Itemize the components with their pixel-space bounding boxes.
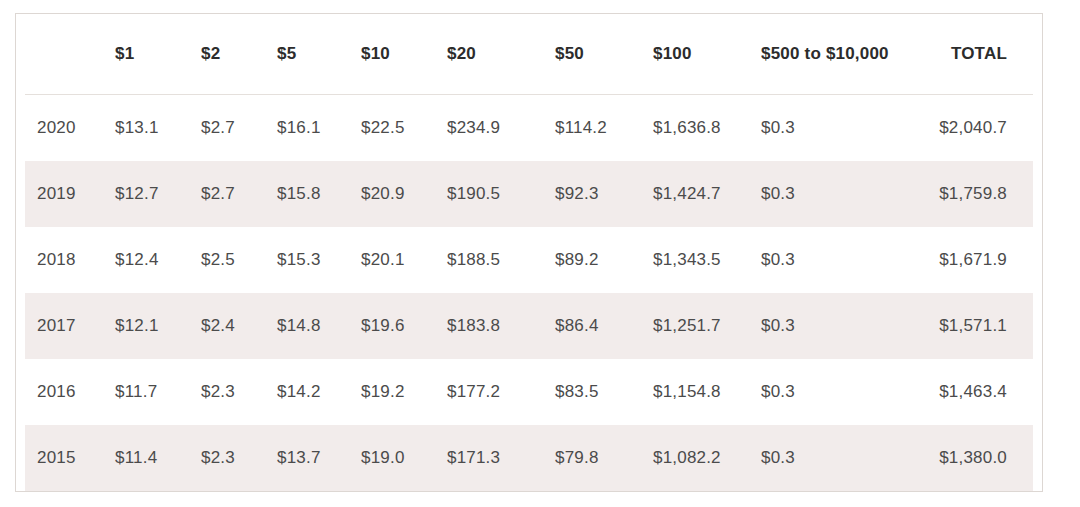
value-cell: $0.3 bbox=[749, 425, 917, 491]
value-cell: $2.4 bbox=[189, 293, 265, 359]
value-cell: $20.9 bbox=[349, 161, 435, 227]
value-cell: $16.1 bbox=[265, 95, 349, 162]
value-cell: $1,154.8 bbox=[641, 359, 749, 425]
table-row: 2016$11.7$2.3$14.2$19.2$177.2$83.5$1,154… bbox=[25, 359, 1033, 425]
total-cell: $1,463.4 bbox=[917, 359, 1033, 425]
value-cell: $0.3 bbox=[749, 95, 917, 162]
table-header: $1$2$5$10$20$50$100$500 to $10,000TOTAL bbox=[25, 14, 1033, 95]
value-cell: $19.6 bbox=[349, 293, 435, 359]
denomination-column-header: $50 bbox=[543, 14, 641, 95]
year-cell: 2018 bbox=[25, 227, 103, 293]
total-column-header: TOTAL bbox=[917, 14, 1033, 95]
value-cell: $19.2 bbox=[349, 359, 435, 425]
value-cell: $1,343.5 bbox=[641, 227, 749, 293]
value-cell: $183.8 bbox=[435, 293, 543, 359]
year-cell: 2019 bbox=[25, 161, 103, 227]
denomination-column-header: $20 bbox=[435, 14, 543, 95]
value-cell: $14.2 bbox=[265, 359, 349, 425]
table-row: 2020$13.1$2.7$16.1$22.5$234.9$114.2$1,63… bbox=[25, 95, 1033, 162]
value-cell: $2.7 bbox=[189, 95, 265, 162]
value-cell: $12.7 bbox=[103, 161, 189, 227]
value-cell: $15.8 bbox=[265, 161, 349, 227]
year-cell: 2020 bbox=[25, 95, 103, 162]
table-row: 2017$12.1$2.4$14.8$19.6$183.8$86.4$1,251… bbox=[25, 293, 1033, 359]
denomination-column-header: $100 bbox=[641, 14, 749, 95]
value-cell: $1,424.7 bbox=[641, 161, 749, 227]
denomination-table-card: $1$2$5$10$20$50$100$500 to $10,000TOTAL … bbox=[15, 13, 1043, 492]
value-cell: $89.2 bbox=[543, 227, 641, 293]
value-cell: $20.1 bbox=[349, 227, 435, 293]
denomination-column-header: $500 to $10,000 bbox=[749, 14, 917, 95]
value-cell: $2.7 bbox=[189, 161, 265, 227]
value-cell: $13.1 bbox=[103, 95, 189, 162]
value-cell: $11.7 bbox=[103, 359, 189, 425]
value-cell: $2.3 bbox=[189, 359, 265, 425]
year-cell: 2016 bbox=[25, 359, 103, 425]
year-column-header bbox=[25, 14, 103, 95]
value-cell: $0.3 bbox=[749, 161, 917, 227]
value-cell: $0.3 bbox=[749, 293, 917, 359]
value-cell: $2.3 bbox=[189, 425, 265, 491]
value-cell: $14.8 bbox=[265, 293, 349, 359]
value-cell: $22.5 bbox=[349, 95, 435, 162]
value-cell: $171.3 bbox=[435, 425, 543, 491]
table-row: 2019$12.7$2.7$15.8$20.9$190.5$92.3$1,424… bbox=[25, 161, 1033, 227]
value-cell: $114.2 bbox=[543, 95, 641, 162]
value-cell: $13.7 bbox=[265, 425, 349, 491]
year-cell: 2017 bbox=[25, 293, 103, 359]
value-cell: $92.3 bbox=[543, 161, 641, 227]
value-cell: $1,636.8 bbox=[641, 95, 749, 162]
denomination-column-header: $10 bbox=[349, 14, 435, 95]
value-cell: $190.5 bbox=[435, 161, 543, 227]
value-cell: $12.1 bbox=[103, 293, 189, 359]
denomination-column-header: $2 bbox=[189, 14, 265, 95]
value-cell: $177.2 bbox=[435, 359, 543, 425]
value-cell: $12.4 bbox=[103, 227, 189, 293]
currency-by-denomination-table: $1$2$5$10$20$50$100$500 to $10,000TOTAL … bbox=[25, 14, 1033, 491]
value-cell: $0.3 bbox=[749, 359, 917, 425]
table-row: 2015$11.4$2.3$13.7$19.0$171.3$79.8$1,082… bbox=[25, 425, 1033, 491]
total-cell: $1,571.1 bbox=[917, 293, 1033, 359]
value-cell: $2.5 bbox=[189, 227, 265, 293]
total-cell: $2,040.7 bbox=[917, 95, 1033, 162]
value-cell: $19.0 bbox=[349, 425, 435, 491]
total-cell: $1,759.8 bbox=[917, 161, 1033, 227]
year-cell: 2015 bbox=[25, 425, 103, 491]
value-cell: $11.4 bbox=[103, 425, 189, 491]
value-cell: $1,082.2 bbox=[641, 425, 749, 491]
value-cell: $86.4 bbox=[543, 293, 641, 359]
denomination-column-header: $5 bbox=[265, 14, 349, 95]
value-cell: $15.3 bbox=[265, 227, 349, 293]
value-cell: $79.8 bbox=[543, 425, 641, 491]
total-cell: $1,671.9 bbox=[917, 227, 1033, 293]
value-cell: $83.5 bbox=[543, 359, 641, 425]
total-cell: $1,380.0 bbox=[917, 425, 1033, 491]
table-row: 2018$12.4$2.5$15.3$20.1$188.5$89.2$1,343… bbox=[25, 227, 1033, 293]
value-cell: $188.5 bbox=[435, 227, 543, 293]
value-cell: $234.9 bbox=[435, 95, 543, 162]
denomination-column-header: $1 bbox=[103, 14, 189, 95]
value-cell: $0.3 bbox=[749, 227, 917, 293]
table-body: 2020$13.1$2.7$16.1$22.5$234.9$114.2$1,63… bbox=[25, 95, 1033, 492]
value-cell: $1,251.7 bbox=[641, 293, 749, 359]
header-row: $1$2$5$10$20$50$100$500 to $10,000TOTAL bbox=[25, 14, 1033, 95]
